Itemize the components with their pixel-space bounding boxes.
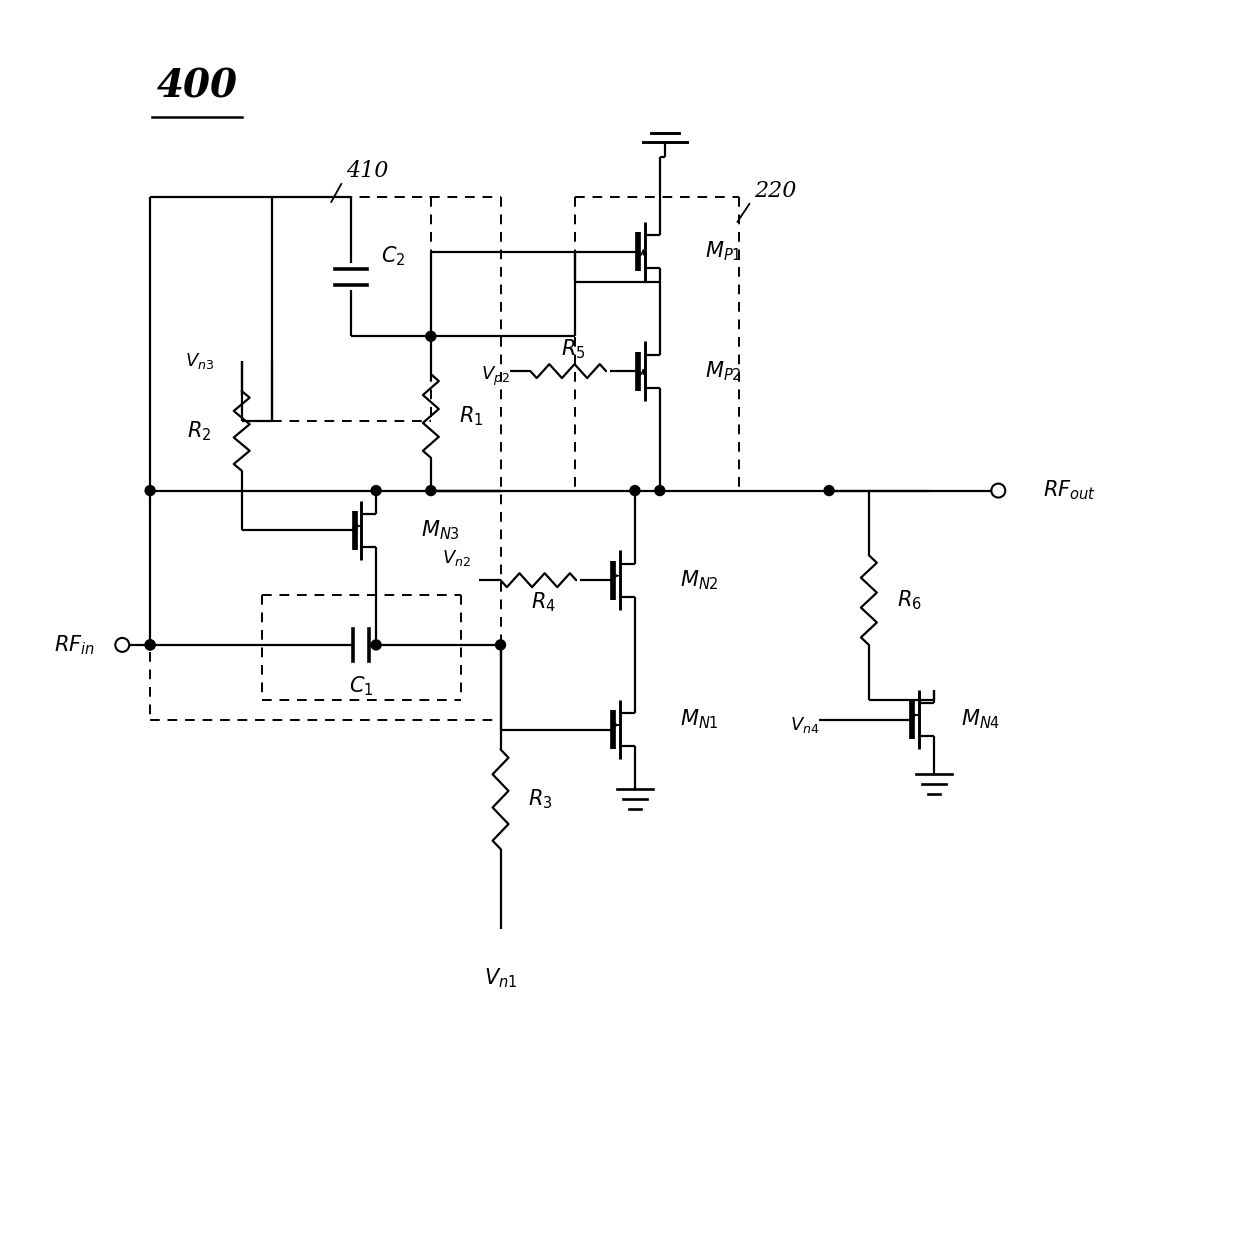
Text: $R_4$: $R_4$ — [531, 590, 556, 614]
Text: $R_3$: $R_3$ — [528, 787, 553, 811]
Text: $M_{N2}$: $M_{N2}$ — [680, 568, 718, 591]
Text: $C_2$: $C_2$ — [381, 244, 405, 268]
Text: 400: 400 — [157, 67, 238, 105]
Circle shape — [825, 486, 835, 496]
Circle shape — [425, 486, 435, 496]
Circle shape — [145, 640, 155, 650]
Text: $R_1$: $R_1$ — [459, 404, 484, 428]
Text: 220: 220 — [754, 180, 797, 202]
Text: $V_{n1}$: $V_{n1}$ — [484, 967, 517, 991]
Text: $R_6$: $R_6$ — [897, 588, 921, 611]
Text: $M_{N3}$: $M_{N3}$ — [420, 518, 460, 542]
Text: $R_5$: $R_5$ — [560, 337, 585, 361]
Text: $V_{n2}$: $V_{n2}$ — [441, 548, 471, 568]
Text: $M_{N4}$: $M_{N4}$ — [961, 708, 1001, 732]
Text: $RF_{in}$: $RF_{in}$ — [53, 634, 94, 657]
Circle shape — [655, 486, 665, 496]
Text: $RF_{out}$: $RF_{out}$ — [1043, 479, 1096, 502]
Text: $M_{P2}$: $M_{P2}$ — [704, 360, 742, 383]
Circle shape — [630, 486, 640, 496]
Text: $V_{n3}$: $V_{n3}$ — [185, 351, 213, 371]
Circle shape — [145, 640, 155, 650]
Text: $V_{n4}$: $V_{n4}$ — [790, 714, 820, 734]
Text: $V_{p2}$: $V_{p2}$ — [481, 365, 511, 388]
Text: $C_1$: $C_1$ — [348, 675, 373, 698]
Circle shape — [371, 486, 381, 496]
Text: $M_{P1}$: $M_{P1}$ — [704, 239, 742, 263]
Text: $M_{N1}$: $M_{N1}$ — [680, 708, 718, 732]
Circle shape — [145, 486, 155, 496]
Circle shape — [371, 640, 381, 650]
Text: $R_2$: $R_2$ — [187, 419, 212, 443]
Circle shape — [496, 640, 506, 650]
Text: 410: 410 — [346, 160, 388, 182]
Circle shape — [425, 331, 435, 341]
